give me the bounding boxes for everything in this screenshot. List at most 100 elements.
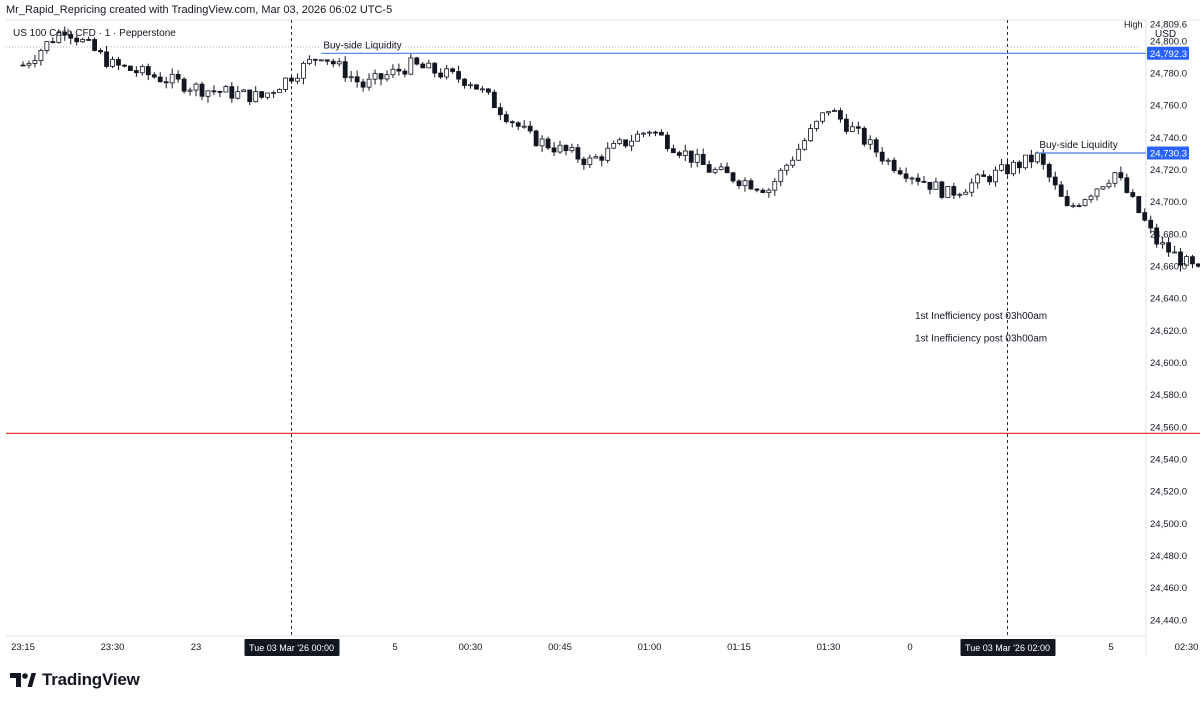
candle-body (1040, 152, 1046, 165)
candle-body (844, 118, 849, 132)
candle-body (766, 189, 772, 193)
candle-body (599, 156, 605, 161)
candle-body (891, 159, 897, 172)
candle-body (98, 50, 103, 53)
candle-body (497, 107, 503, 116)
price-tick-label: 24,700.0 (1150, 197, 1187, 208)
candle-body (879, 151, 885, 162)
high-price-tag (1147, 18, 1189, 29)
price-tick-label: 24,760.0 (1150, 101, 1187, 112)
candle-body (569, 147, 575, 152)
candle-body (987, 176, 992, 183)
time-tick-label: 01:15 (727, 642, 751, 653)
price-tag-label: 24,730.3 (1150, 149, 1187, 160)
candle-body (92, 39, 97, 51)
candle-body (259, 91, 265, 98)
time-tick-label: 5 (1108, 642, 1113, 653)
candle-body (1172, 251, 1177, 254)
candle-body (503, 114, 509, 123)
candle-body (635, 133, 640, 142)
candle-body (527, 125, 533, 132)
liquidity-level-label: Buy-side Liquidity (323, 40, 401, 51)
candle-body (253, 91, 259, 103)
candle-body (951, 186, 957, 196)
candle-body (855, 126, 861, 129)
candle-body (20, 64, 26, 67)
candle-body (1070, 205, 1076, 208)
candle-body (748, 180, 754, 190)
candle-body (62, 32, 68, 35)
candle-body (1046, 163, 1052, 178)
candle-body (1112, 172, 1118, 184)
price-tag (1147, 46, 1189, 60)
candle-body (778, 169, 784, 182)
candle-body (1094, 188, 1100, 197)
candle-body (1082, 199, 1088, 207)
price-tag-label: 24,792.3 (1150, 49, 1187, 60)
candle-body (1028, 154, 1034, 163)
candle-body (133, 70, 139, 74)
inefficiency-label: 1st Inefficiency post 03h00am (915, 311, 1047, 322)
candle-body (1160, 242, 1166, 245)
candle-body (229, 86, 235, 99)
price-tick-label: 24,640.0 (1150, 294, 1187, 305)
candle-body (187, 89, 193, 92)
candle-body (1076, 205, 1082, 208)
candle-body (957, 193, 963, 196)
candle-body (724, 166, 730, 174)
time-tick-label: 23 (191, 642, 202, 653)
candle-body (784, 164, 790, 171)
candle-body (336, 61, 342, 65)
candle-body (26, 63, 32, 66)
candle-body (754, 188, 760, 191)
price-tick-label: 24,740.0 (1150, 133, 1187, 144)
candle-body (86, 39, 92, 41)
candle-body (1118, 172, 1124, 179)
candle-body (647, 131, 652, 134)
candle-body (861, 127, 867, 145)
candle-body (396, 68, 402, 72)
candle-body (1178, 251, 1183, 266)
price-tick-label: 24,480.0 (1150, 551, 1187, 562)
candle-body (1034, 152, 1040, 163)
candle-body (384, 74, 390, 80)
candle-body (1058, 184, 1064, 197)
candle-body (575, 147, 581, 160)
candle-body (515, 122, 521, 127)
session-time-marker[interactable] (960, 639, 1056, 656)
candle-body (432, 62, 438, 74)
tradingview-logo[interactable]: TradingView (10, 670, 140, 690)
session-time-marker-label: Tue 03 Mar '26 02:00 (965, 643, 1050, 653)
price-tick-label: 24,800.0 (1150, 36, 1187, 47)
time-tick-label: 23:15 (11, 642, 35, 653)
candle-body (832, 110, 837, 112)
time-tick-label: 00:45 (548, 642, 572, 653)
candle-body (796, 148, 802, 161)
price-tick-label: 24,540.0 (1150, 455, 1187, 466)
candle-body (539, 138, 545, 147)
candle-body (283, 77, 288, 90)
candle-body (474, 84, 479, 90)
time-tick-label: 5 (392, 642, 397, 653)
candle-body (462, 78, 467, 86)
candle-body (1023, 154, 1028, 169)
candle-body (402, 70, 408, 75)
price-tick-label: 24,580.0 (1150, 390, 1187, 401)
candle-body (277, 89, 282, 93)
currency-label: USD (1155, 29, 1176, 40)
candle-body (181, 78, 187, 92)
tradingview-wordmark: TradingView (42, 670, 140, 689)
candle-body (56, 32, 62, 43)
candle-body (104, 51, 109, 67)
candle-body (217, 91, 223, 93)
candle-body (653, 131, 658, 134)
candle-body (205, 90, 211, 97)
price-tick-label: 24,560.0 (1150, 422, 1187, 433)
candle-body (981, 174, 987, 177)
session-time-marker[interactable] (244, 639, 340, 656)
candle-body (838, 110, 843, 120)
price-tag (1147, 146, 1189, 160)
candle-body (808, 128, 813, 142)
